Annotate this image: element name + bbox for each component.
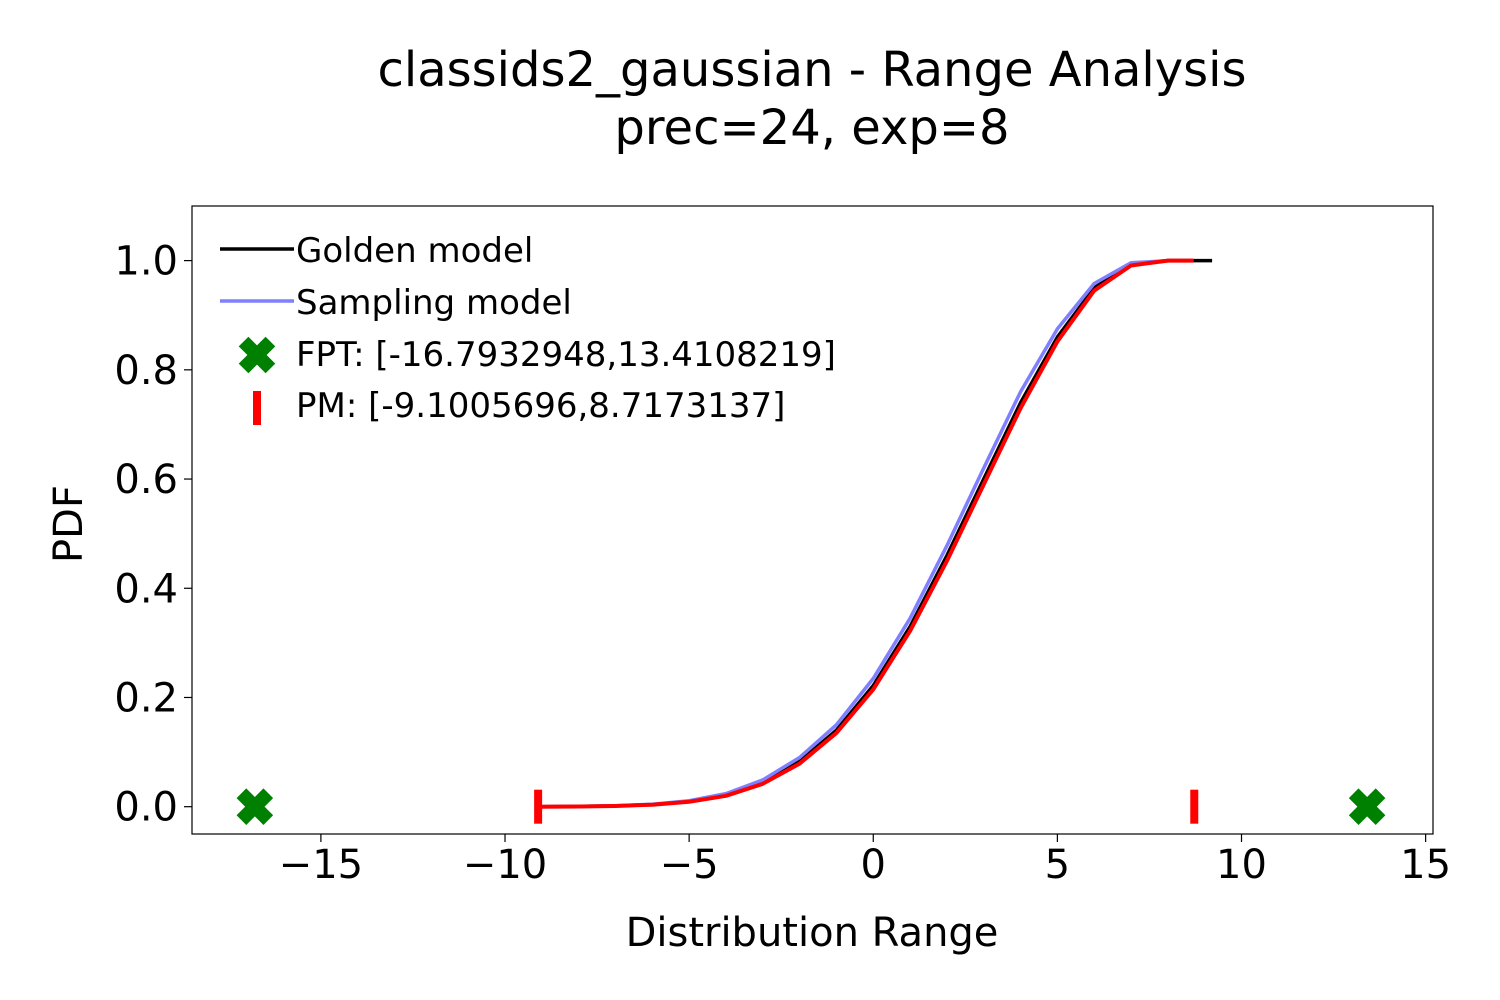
y-tick-label: 1.0 [114, 239, 178, 285]
x-tick-label: −10 [463, 842, 547, 888]
y-tick-label: 0.8 [114, 348, 178, 394]
x-tick-label: 0 [861, 842, 886, 888]
y-tick-label: 0.4 [114, 566, 178, 612]
legend: Golden model Sampling model FPT: [-16.7932… [220, 231, 836, 426]
y-tick-label: 0.0 [114, 785, 178, 831]
legend-pm-swatch [253, 391, 261, 425]
legend-fpt-swatch [238, 336, 276, 374]
x-tick-label: 10 [1216, 842, 1267, 888]
x-tick-label: −15 [279, 842, 363, 888]
x-tick-label: −5 [660, 842, 719, 888]
plot-area [236, 258, 1386, 825]
plot-frame [191, 205, 1434, 835]
pm-marker [534, 789, 543, 824]
legend-entry-label: Sampling model [296, 283, 572, 323]
legend-entry-label: Golden model [296, 231, 533, 271]
series-line [538, 258, 1194, 809]
x-axis-label: Distribution Range [626, 910, 999, 956]
y-tick-label: 0.2 [114, 675, 178, 721]
chart-subtitle: prec=24, exp=8 [614, 100, 1009, 156]
pm-marker [1190, 789, 1199, 824]
legend-entry-label: PM: [-9.1005696,8.7173137] [296, 386, 785, 426]
legend-entry-label: FPT: [-16.7932948,13.4108219] [296, 335, 836, 375]
x-tick-label: 15 [1400, 842, 1451, 888]
axes: −15 −10 −5 0 5 10 15 0.0 0.2 0.4 0.6 0.8 1.0 [114, 205, 1451, 888]
chart-title: classids2_gaussian - Range Analysis [378, 42, 1247, 98]
y-axis-label: PDF [46, 485, 92, 563]
y-tick-label: 0.6 [114, 457, 178, 503]
fpt-marker [1348, 788, 1386, 825]
fpt-marker [236, 788, 274, 825]
x-tick-label: 5 [1045, 842, 1070, 888]
